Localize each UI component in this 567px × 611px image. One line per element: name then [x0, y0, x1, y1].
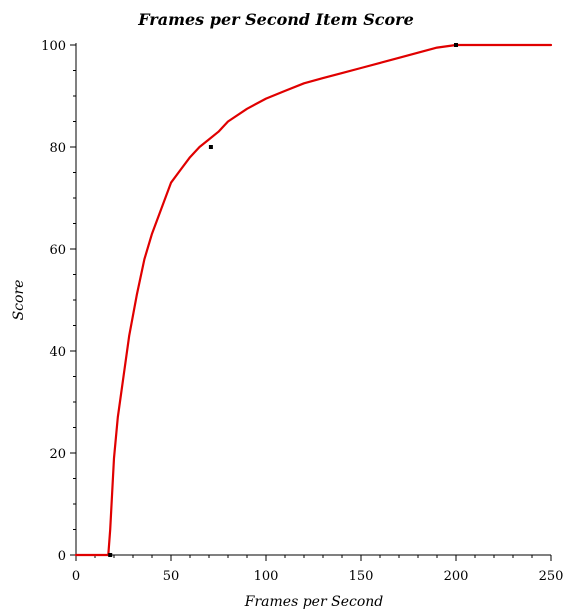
x-tick-label: 50: [163, 569, 180, 584]
x-axis-label: Frames per Second: [244, 594, 384, 610]
series-line: [74, 43, 553, 557]
ticks: 0 50 100 150 200 250 0 20 40 60 80 100: [41, 39, 563, 584]
series-group: [74, 43, 553, 557]
x-tick-label: 200: [444, 569, 469, 584]
y-tick-label: 100: [41, 39, 66, 54]
data-point-marker: [454, 43, 458, 47]
axes: [75, 43, 551, 556]
chart-title: Frames per Second Item Score: [137, 10, 414, 29]
y-tick-label: 0: [58, 549, 66, 564]
x-tick-label: 0: [72, 569, 80, 584]
y-tick-label: 40: [49, 345, 66, 360]
x-tick-label: 150: [349, 569, 374, 584]
y-tick-label: 20: [49, 447, 66, 462]
data-point-marker: [208, 145, 213, 149]
markers-group: [108, 43, 458, 557]
data-point-marker: [108, 553, 113, 557]
y-tick-label: 80: [49, 141, 66, 156]
y-tick-label: 60: [49, 243, 66, 258]
y-axis-label: Score: [11, 280, 27, 321]
x-tick-label: 250: [539, 569, 564, 584]
x-tick-label: 100: [254, 569, 279, 584]
